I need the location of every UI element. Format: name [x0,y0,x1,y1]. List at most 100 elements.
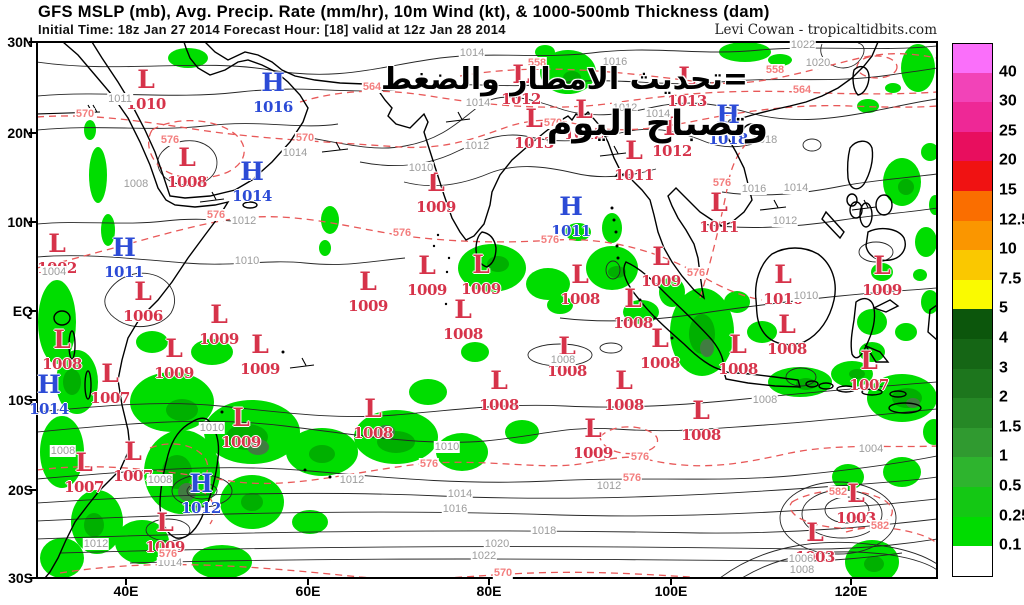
map-geometry [526,268,570,300]
isobar-label: 1012 [338,474,366,486]
map-geometry [220,206,674,479]
map-geometry [615,244,619,248]
map-geometry [303,468,307,472]
map-geometry [63,369,81,395]
thickness-label: 582 [827,486,849,498]
thickness-label: 564 [361,81,383,93]
map-geometry [199,191,225,203]
colorbar-label: 1 [999,448,1008,466]
colorbar-cell [952,546,993,577]
thickness-label: 576 [711,177,733,189]
colorbar-cell [952,427,993,459]
map-geometry [895,323,917,341]
thickness-label: 570 [492,567,514,579]
map-geometry [701,207,936,228]
map-geometry [104,272,175,328]
map-geometry [299,90,936,108]
map-geometry [851,199,877,211]
map-geometry [779,481,897,555]
map-geometry [889,390,907,398]
map-geometry [247,439,269,455]
thickness-label: 564 [791,84,813,96]
map-geometry [659,277,685,307]
isobar-label: 1011 [107,93,133,105]
isobar-label: 1014 [464,97,492,109]
lat-axis-label: 30N [7,34,33,50]
lat-tick [29,310,37,312]
isobar-contours [38,43,936,577]
map-geometry [623,300,659,324]
map-geometry [821,210,845,240]
map-geometry [192,545,252,577]
colorbar-label: 20 [999,152,1017,170]
map-geometry [68,330,76,360]
isobar-label: 1010 [433,441,461,453]
map-geometry [101,214,115,246]
map-geometry [898,179,914,195]
colorbar-cell [952,339,993,370]
map-geometry [168,48,208,68]
lon-tick [125,577,127,585]
isobar-label: 1008 [788,564,816,576]
map-geometry [159,417,220,539]
isobar-label: 1014 [782,182,810,194]
map-geometry [191,339,233,365]
map-geometry [319,240,331,256]
isobar-label: 1012 [595,480,623,492]
lat-tick [29,577,37,579]
isobar-label: 1020 [483,538,511,550]
map-geometry [459,53,936,84]
map-geometry [927,304,936,341]
map-geometry [723,371,801,388]
map-geometry [186,482,218,500]
map-geometry [747,321,777,343]
map-geometry [445,111,471,123]
map-geometry [38,455,936,483]
map-geometry [857,99,879,113]
thickness-label: 576 [205,209,227,221]
map-geometry [38,476,936,504]
colorbar-label: 2 [999,388,1008,406]
map-geometry [720,541,936,577]
isobar-label: 1012 [611,102,639,114]
map-geometry [768,54,792,66]
isobar-label: 1008 [122,178,150,190]
map-geometry [888,402,922,414]
isobar-label: 1008 [751,394,779,406]
map-geometry [38,498,936,522]
map-geometry [321,141,349,153]
map-geometry [136,331,168,353]
map-geometry [824,496,870,524]
map-geometry [38,408,936,443]
map-geometry [292,510,328,534]
map-geometry [205,43,879,300]
map-geometry [623,261,724,371]
map-geometry [115,520,169,564]
map-geometry [759,199,787,211]
map-geometry [38,104,936,149]
map-geometry [461,342,489,362]
map-geometry [547,296,573,314]
colorbar-cell [952,72,993,104]
map-geometry [475,231,497,268]
lon-tick [670,577,672,585]
map-geometry [742,551,936,577]
map-geometry [40,538,84,577]
map-geometry [166,399,198,421]
colorbar-label: 40 [999,63,1017,81]
lat-tick [29,221,37,223]
colorbar-cell [952,43,993,74]
watermark-line2: وتصباح اليوم [546,104,768,144]
map-geometry [38,45,936,75]
map-geometry [929,195,936,215]
isobar-label: 1016 [601,56,629,68]
map-geometry [610,206,614,210]
map-geometry [84,513,104,537]
map-geometry [872,299,900,313]
map-geometry [599,342,623,354]
precip-shading [38,43,936,577]
map-geometry [885,83,901,93]
map-geometry [719,43,771,62]
